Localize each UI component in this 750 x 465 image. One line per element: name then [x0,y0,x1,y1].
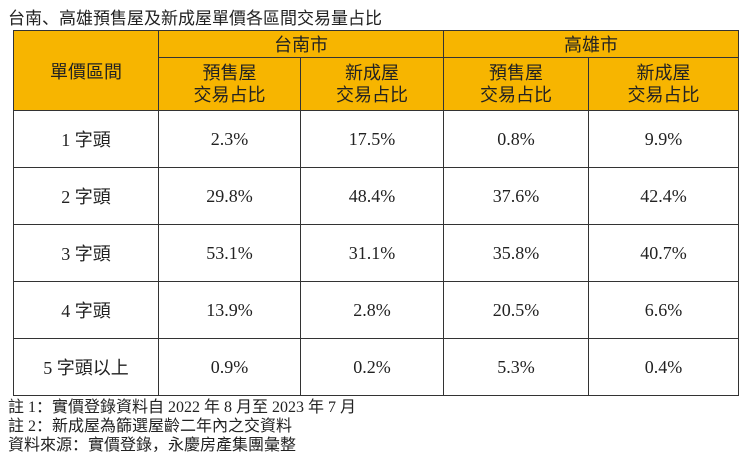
cell: 0.4% [588,338,739,396]
note: 資料來源：實價登錄，永慶房產集團彙整 [8,437,297,454]
subheader-line: 預售屋 [489,63,543,83]
table-row: 1 字頭 2.3% 17.5% 0.8% 9.9% [13,110,739,168]
cell: 20.5% [443,281,589,339]
cell: 0.8% [443,110,589,168]
title: 台南、高雄預售屋及新成屋單價各區間交易量占比 [8,9,382,28]
table-body: 1 字頭 2.3% 17.5% 0.8% 9.9% 2 字頭 29.8% 48.4% 37.6%… [13,110,739,396]
group-header: 台南市 [158,30,444,58]
subheader: 新成屋 交易占比 [300,57,444,111]
subheader-line: 預售屋 [202,63,257,83]
cell: 29.8% [158,167,301,225]
corner-header: 單價區間 [13,30,159,111]
cell: 2.3% [158,110,301,168]
table-row: 4 字頭 13.9% 2.8% 20.5% 6.6% [13,281,739,339]
subheader: 預售屋 交易占比 [158,57,301,111]
row-label: 5 字頭以上 [13,338,159,396]
table-row: 2 字頭 29.8% 48.4% 37.6% 42.4% [13,167,739,225]
cell: 48.4% [300,167,444,225]
cell: 42.4% [588,167,739,225]
subheader-line: 新成屋 [636,63,691,83]
subheader-line: 交易占比 [336,85,408,105]
cell: 9.9% [588,110,739,168]
subheader-line: 交易占比 [627,85,700,105]
group-header: 高雄市 [443,30,739,58]
cell: 35.8% [443,224,589,282]
cell: 37.6% [443,167,589,225]
row-label: 4 字頭 [13,281,159,339]
subheader: 新成屋 交易占比 [588,57,739,111]
cell: 13.9% [158,281,301,339]
table-row: 5 字頭以上 0.9% 0.2% 5.3% 0.4% [13,338,739,396]
row-label: 3 字頭 [13,224,159,282]
cell: 0.9% [158,338,301,396]
row-label: 1 字頭 [13,110,159,168]
subheader-row: 預售屋 交易占比 新成屋 交易占比 預售屋 交易占比 新成屋 交易占比 [14,57,739,111]
cell: 31.1% [300,224,444,282]
cell: 2.8% [300,281,444,339]
notes: 註 1：實價登錄資料自 2022 年 8 月至 2023 年 7 月註 2：新成… [8,398,356,455]
cell: 5.3% [443,338,589,396]
subheader-line: 新成屋 [345,63,399,83]
subheader-line: 交易占比 [480,85,552,105]
header-row: 單價區間 台南市 高雄市 [13,30,739,111]
cell: 17.5% [300,110,444,168]
cell: 40.7% [588,224,739,282]
table-row: 3 字頭 53.1% 31.1% 35.8% 40.7% [13,224,739,282]
cell: 6.6% [588,281,739,339]
note: 註 1：實價登錄資料自 2022 年 8 月至 2023 年 7 月 [8,399,357,416]
subheader: 預售屋 交易占比 [443,57,589,111]
row-label: 2 字頭 [13,167,159,225]
cell: 53.1% [158,224,301,282]
subheader-line: 交易占比 [193,85,266,105]
cell: 0.2% [300,338,444,396]
note: 註 2：新成屋為篩選屋齡二年內之交資料 [8,418,293,435]
data-table: 單價區間 台南市 高雄市 預售屋 交易占比 新成屋 交易占比 預售屋 交易占比 新成屋 交易占… [13,30,739,396]
